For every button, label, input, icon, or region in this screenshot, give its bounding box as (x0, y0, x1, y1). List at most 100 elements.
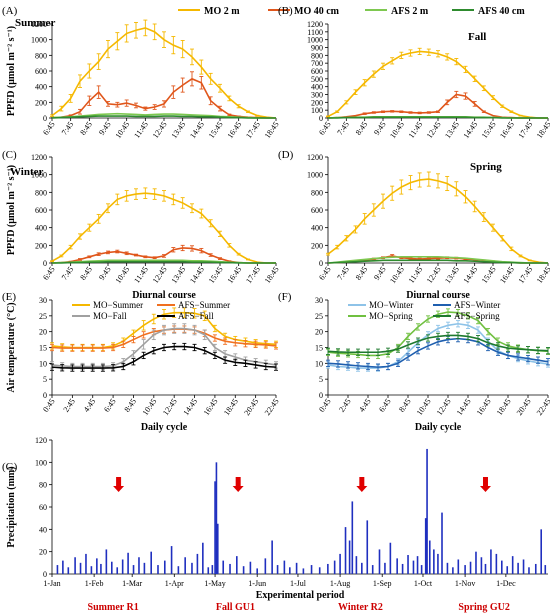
x-tick-label: 18:45 (535, 265, 550, 285)
x-tick-label: 9:45 (372, 265, 388, 282)
x-tick-label: 9:45 (97, 120, 113, 137)
precip-bar (517, 562, 519, 574)
y-tick-label: 5 (319, 375, 323, 384)
y-tick-label: 300 (311, 91, 323, 100)
precip-bar (361, 562, 363, 574)
precip-bar (177, 566, 180, 574)
precip-bar (211, 565, 214, 574)
x-tick-label: 8:45 (354, 265, 370, 282)
precip-bar (132, 565, 135, 574)
precip-bar (283, 560, 286, 574)
precip-bar (74, 557, 76, 574)
y-tick-label: 25 (315, 312, 323, 321)
x-tick-label: 20:45 (242, 397, 260, 417)
precip-bar (121, 559, 124, 574)
y-tick-label: 120 (35, 436, 47, 445)
x-tick-label: 14:45 (181, 397, 199, 417)
precip-bar (302, 568, 305, 574)
precip-bar (222, 560, 225, 574)
panel-label: (C) (2, 149, 17, 161)
x-tick-label: 9:45 (372, 120, 388, 137)
y-tick-label: 600 (311, 67, 323, 76)
legend-label: AFS−Fall (178, 311, 214, 321)
precip-bar (401, 563, 404, 574)
precip-bar (110, 561, 113, 574)
x-tick-label: 13:45 (443, 120, 461, 140)
precip-bar (229, 563, 231, 574)
x-tick-label: 7:45 (335, 120, 351, 137)
y-tick-label: 700 (311, 59, 323, 68)
x-tick-label: 15:45 (207, 265, 225, 285)
precip-bar (412, 560, 415, 574)
precip-bar (384, 562, 386, 574)
y-tick-label: 400 (311, 224, 323, 233)
y-axis-label: PPFD (μmol m⁻² s⁻¹) (6, 26, 17, 116)
precip-bar (150, 551, 152, 574)
legend-label: AFS−Winter (454, 300, 500, 310)
panel-label: (E) (2, 291, 16, 303)
x-tick-label: 14:45 (455, 397, 473, 417)
y-tick-label: 200 (311, 98, 323, 107)
precip-bar (495, 553, 498, 574)
y-tick-label: 0 (319, 391, 323, 400)
y-tick-label: 5 (43, 375, 47, 384)
series-line-mo-2-m (51, 192, 276, 264)
y-tick-label: 600 (311, 206, 323, 215)
series-line-mo-40-cm (327, 93, 548, 119)
x-tick-label: 10:45 (415, 397, 433, 417)
precip-bar (500, 560, 503, 574)
y-tick-label: 600 (35, 206, 47, 215)
precip-bar (441, 512, 443, 574)
x-tick-label: 4:45 (357, 397, 373, 414)
x-tick-label: 13:45 (169, 265, 187, 285)
precip-bar (318, 567, 321, 574)
precip-bar (420, 565, 423, 574)
legend-label: AFS−Summer (178, 300, 230, 310)
x-tick-label: 8:45 (78, 120, 94, 137)
panel-b-fall-ppfd: 0100200300400500600700800900100011001200… (278, 5, 550, 140)
precip-bar (446, 562, 449, 574)
precip-bar (511, 556, 514, 574)
x-tick-label: 7:45 (60, 120, 76, 137)
y-tick-label: 200 (311, 241, 323, 250)
y-tick-label: 25 (39, 312, 47, 321)
x-tick-label: 16:45 (225, 120, 243, 140)
precip-bar (295, 562, 298, 574)
x-tick-label: 11:45 (132, 265, 150, 285)
precip-bar (214, 481, 216, 574)
precip-bar (56, 565, 59, 574)
y-tick-label: 15 (315, 344, 323, 353)
series-line-mo-2-m (327, 178, 549, 264)
period-label: Summer R1 (88, 602, 139, 613)
precip-bar (207, 567, 210, 574)
x-tick-label: 12:45 (435, 397, 453, 417)
legend-label: MO−Fall (93, 311, 127, 321)
panel-title: Summer (15, 17, 55, 29)
x-tick-label: 14:45 (461, 120, 479, 140)
x-tick-label: 4:45 (82, 397, 98, 414)
precip-bar (378, 549, 381, 574)
precip-bar (276, 565, 279, 574)
x-tick-label: 10:45 (113, 265, 131, 285)
x-tick-label: 18:45 (495, 397, 513, 417)
precip-bar (138, 557, 140, 574)
y-tick-label: 20 (39, 328, 47, 337)
x-tick-label: 1-Sep (373, 579, 392, 588)
y-tick-label: 900 (311, 44, 323, 53)
y-tick-label: 200 (35, 241, 47, 250)
x-tick-label: 14:45 (461, 265, 479, 285)
legend-top: MO 2 m MO 40 cm AFS 2 m AFS 40 cm (178, 6, 525, 17)
x-tick-label: 8:45 (78, 265, 94, 282)
precip-bar (184, 557, 186, 574)
precip-bar (249, 561, 252, 574)
precip-bar (355, 556, 358, 574)
x-tick-label: 11:45 (132, 120, 150, 140)
y-tick-label: 1000 (31, 171, 47, 180)
precip-bar (490, 549, 492, 574)
precip-bar (348, 540, 351, 574)
x-tick-label: 17:45 (244, 265, 262, 285)
precip-bar (522, 559, 525, 574)
